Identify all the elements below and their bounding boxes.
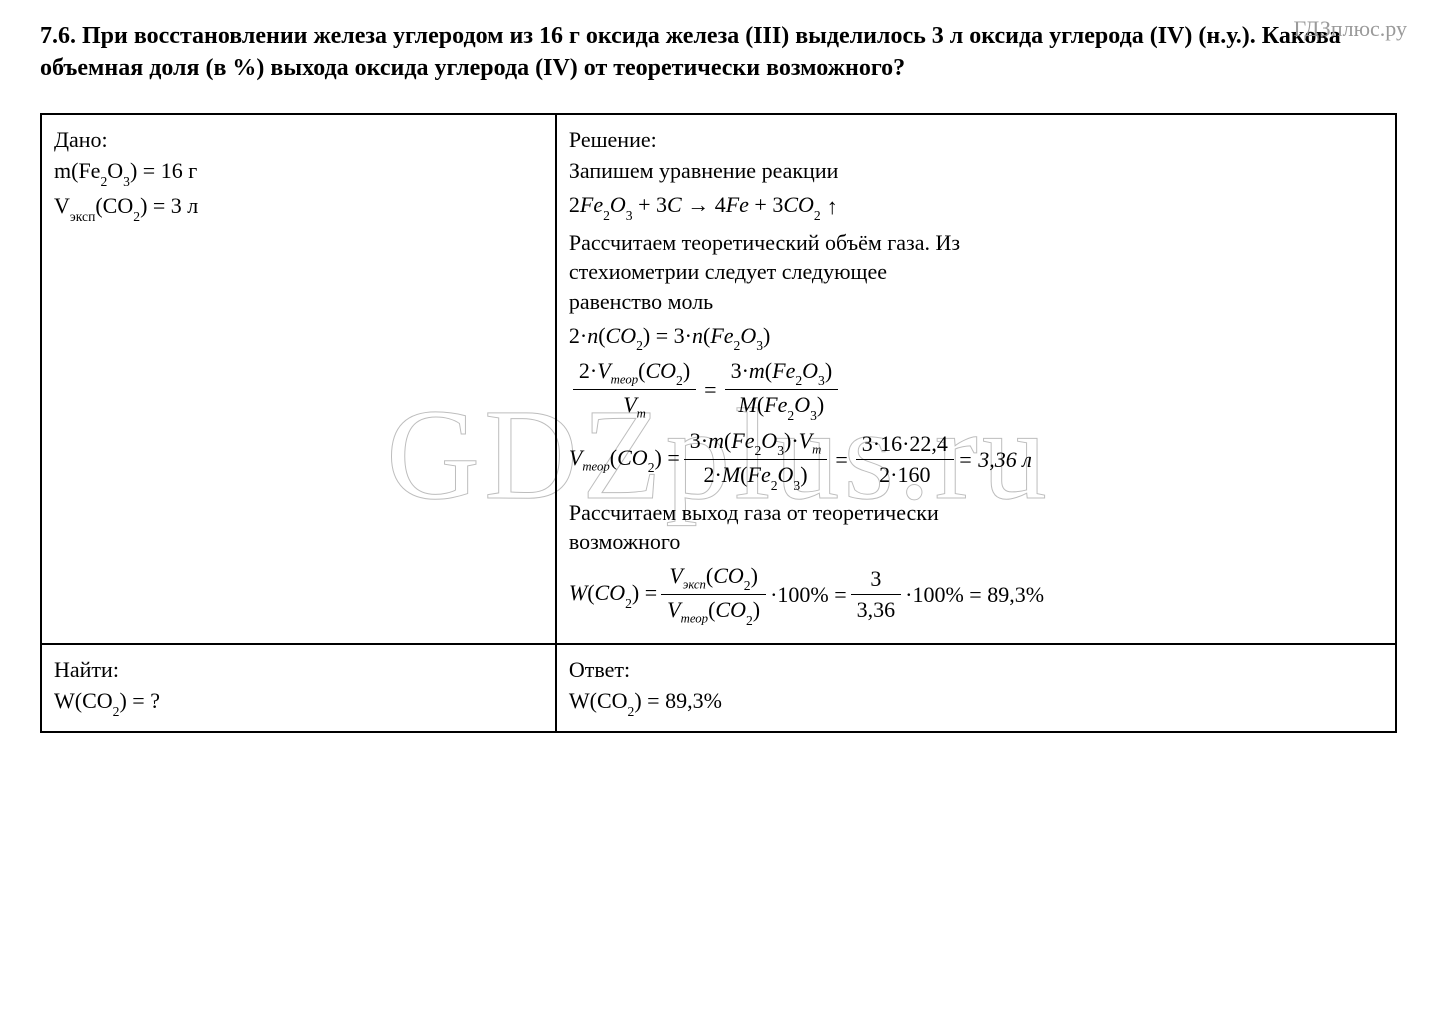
sub-3: 3 (123, 174, 130, 189)
given-header: Дано: (54, 125, 543, 155)
num: 3 (851, 566, 902, 595)
num: 3·16·22,4 (856, 431, 954, 460)
equals: = (700, 377, 720, 403)
equals: = (831, 447, 851, 473)
text: O (107, 158, 123, 183)
reaction-equation: 2Fe2O3 + 3C → 4Fe + 3CO2 ↑ (569, 192, 1383, 221)
den: 2·160 (856, 460, 954, 488)
sub-eksp: эксп (70, 209, 95, 224)
given-line-volume: Vэксп(CO2) = 3 л (54, 191, 543, 224)
mole-equation: 2·n(CO2) = 3·n(Fe2O3) (569, 323, 1383, 352)
sub-teor: теор (681, 612, 708, 626)
fraction-2: 3·16·22,4 2·160 (856, 431, 954, 488)
vteor-equation: Vтеор(CO2) = 3·m(Fe2O3)·Vm 2·M(Fe2O3) = … (569, 428, 1383, 492)
solution-p2b: стехиометрии следует следующее (569, 257, 1383, 287)
result: = 3,36 л (958, 447, 1032, 473)
solution-p3a: Рассчитаем выход газа от теоретически (569, 498, 1383, 528)
sub-2: 2 (628, 704, 635, 719)
gas-arrow-icon: ↑ (821, 194, 838, 220)
text: V (54, 193, 70, 218)
text: ) = ? (119, 688, 160, 713)
given-cell: Дано: m(Fe2O3) = 16 г Vэксп(CO2) = 3 л (41, 114, 556, 644)
solution-cell: Решение: Запишем уравнение реакции 2Fe2O… (556, 114, 1396, 644)
lhs: W(CO2) = (569, 580, 657, 609)
fraction-lhs: 2·Vтеор(CO2) Vm (573, 358, 696, 422)
solution-p1: Запишем уравнение реакции (569, 156, 1383, 186)
den: 3,36 (851, 595, 902, 623)
text: W(CO (569, 688, 628, 713)
text: ) = 16 г (130, 158, 197, 183)
mid: ·100% = (770, 582, 847, 608)
fraction-rhs: 3·m(Fe2O3) M(Fe2O3) (725, 358, 839, 422)
sub-eksp: эксп (683, 577, 706, 591)
find-header: Найти: (54, 655, 543, 685)
sub-2: 2 (133, 209, 140, 224)
answer-line: W(CO2) = 89,3% (569, 686, 1383, 719)
text: 2Fe2O3 + 3C → 4Fe + 3CO2 (569, 192, 821, 221)
sub-m: m (637, 407, 646, 421)
solution-table: Дано: m(Fe2O3) = 16 г Vэксп(CO2) = 3 л Р… (40, 113, 1397, 733)
stoich-fraction-equation: 2·Vтеор(CO2) Vm = 3·m(Fe2O3) M(Fe2O3) (569, 358, 1383, 422)
fraction-1: 3·m(Fe2O3)·Vm 2·M(Fe2O3) (684, 428, 828, 492)
text: ) = 89,3% (634, 688, 722, 713)
given-line-mass: m(Fe2O3) = 16 г (54, 156, 543, 189)
fraction-2: 3 3,36 (851, 566, 902, 623)
yield-equation: W(CO2) = Vэксп(CO2) Vтеор(CO2) ·100% = 3… (569, 563, 1383, 627)
find-line: W(CO2) = ? (54, 686, 543, 719)
text: (CO (95, 193, 133, 218)
tail: ·100% = 89,3% (905, 582, 1044, 608)
sub-2: 2 (100, 174, 107, 189)
sub-m: m (812, 442, 821, 456)
solution-p2a: Рассчитаем теоретический объём газа. Из (569, 228, 1383, 258)
sub-teor: теор (611, 372, 638, 386)
sub-teor: теор (582, 459, 609, 473)
text: W(CO (54, 688, 113, 713)
answer-header: Ответ: (569, 655, 1383, 685)
fraction-1: Vэксп(CO2) Vтеор(CO2) (661, 563, 766, 627)
answer-cell: Ответ: W(CO2) = 89,3% (556, 644, 1396, 732)
lhs: Vтеор(CO2) = (569, 445, 680, 474)
text: 2·n(CO2) = 3·n(Fe2O3) (569, 323, 770, 352)
problem-title: 7.6. При восстановлении железа углеродом… (40, 20, 1397, 85)
watermark-corner: ГДЗплюс.ру (1293, 16, 1407, 42)
solution-header: Решение: (569, 125, 1383, 155)
find-cell: Найти: W(CO2) = ? (41, 644, 556, 732)
text: ) = 3 л (140, 193, 198, 218)
solution-p3b: возможного (569, 527, 1383, 557)
text: m(Fe (54, 158, 100, 183)
solution-p2c: равенство моль (569, 287, 1383, 317)
sub-2: 2 (113, 704, 120, 719)
